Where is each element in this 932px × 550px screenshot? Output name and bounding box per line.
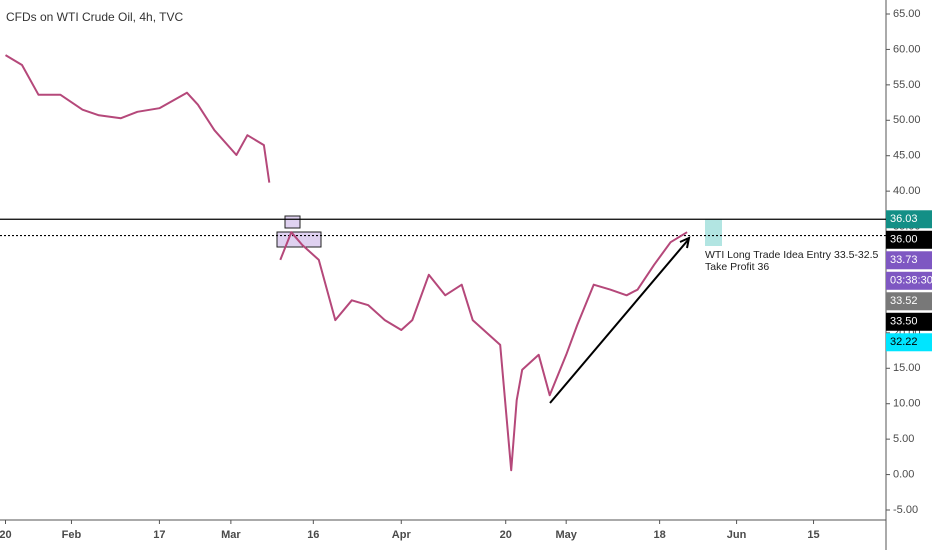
x-tick-label: May	[555, 529, 577, 541]
drawing-box	[276, 231, 322, 248]
annotation: WTI Long Trade Idea Entry 33.5-32.5	[705, 249, 879, 261]
price-label: 33.73	[890, 254, 918, 266]
y-tick-label: 0.00	[893, 468, 914, 480]
y-tick-label: 60.00	[893, 43, 921, 55]
y-tick-label: 15.00	[893, 362, 921, 374]
price-label-box	[886, 230, 932, 249]
price-line	[4, 54, 688, 472]
target-box	[705, 219, 722, 246]
y-tick-label: 5.00	[893, 433, 914, 445]
drawing-box	[284, 215, 301, 229]
price-label: 36.03	[890, 213, 918, 225]
price-label-box	[886, 271, 932, 290]
chart-title: CFDs on WTI Crude Oil, 4h, TVC	[6, 10, 183, 24]
y-tick-label: 65.00	[893, 8, 921, 20]
price-label-box	[886, 312, 932, 331]
arrow-head	[679, 236, 691, 249]
y-tick-label: 45.00	[893, 150, 921, 162]
y-tick-label: -5.00	[893, 504, 918, 516]
trend-arrow	[549, 239, 689, 404]
price-label-box	[886, 210, 932, 229]
x-tick-label: Mar	[221, 529, 241, 541]
x-tick-label: 20	[0, 529, 12, 541]
x-tick-label: Apr	[392, 529, 412, 541]
y-tick-label: 40.00	[893, 185, 921, 197]
y-tick-label: 50.00	[893, 114, 921, 126]
price-label: 33.50	[890, 316, 918, 328]
x-tick-label: Jun	[727, 529, 747, 541]
y-tick-label: 55.00	[893, 79, 921, 91]
price-label-box	[886, 292, 932, 311]
price-label: 32.22	[890, 336, 918, 348]
price-label-box	[886, 251, 932, 270]
price-label-box	[886, 333, 932, 352]
x-tick-label: Feb	[62, 529, 82, 541]
x-tick-label: 16	[307, 529, 319, 541]
x-tick-label: 20	[500, 529, 512, 541]
x-tick-label: 18	[654, 529, 666, 541]
y-tick-label: 10.00	[893, 398, 921, 410]
price-label: 33.52	[890, 295, 918, 307]
price-label: 03:38:30	[890, 275, 932, 287]
x-tick-label: 17	[153, 529, 165, 541]
x-tick-label: 15	[807, 529, 819, 541]
price-label: 36.00	[890, 234, 918, 246]
annotation: Take Profit 36	[705, 261, 769, 273]
